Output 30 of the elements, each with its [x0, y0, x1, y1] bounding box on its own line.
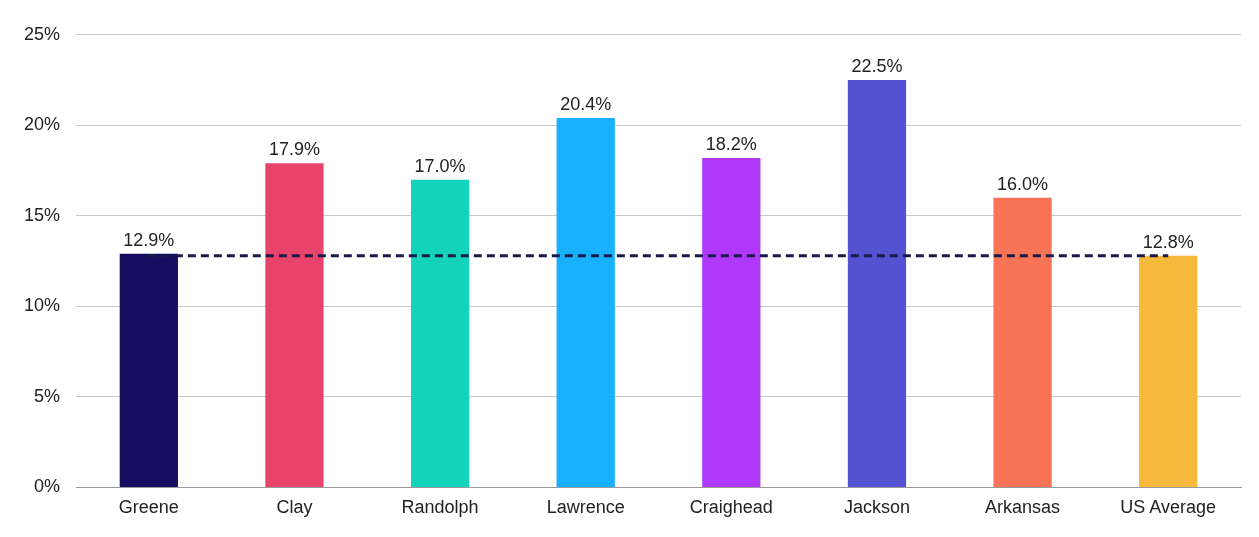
y-tick-label: 20%	[24, 114, 61, 135]
bar	[993, 197, 1052, 487]
y-tick-label: 5%	[34, 385, 61, 406]
bar	[410, 179, 470, 487]
x-tick-label: Arkansas	[985, 497, 1061, 518]
bar	[702, 157, 761, 487]
x-tick-label: Jackson	[843, 497, 910, 518]
x-tick-label: Clay	[276, 497, 313, 518]
bar	[847, 80, 907, 487]
bar	[556, 118, 615, 487]
x-tick-label: Randolph	[401, 497, 479, 518]
x-tick-label: Craighead	[689, 497, 773, 518]
data-label: 12.9%	[123, 229, 175, 250]
x-tick-label: Greene	[118, 497, 179, 518]
y-tick-label: 15%	[24, 204, 61, 225]
data-label: 16.0%	[997, 173, 1049, 194]
data-label: 18.2%	[705, 133, 757, 154]
x-tick-label: Lawrence	[546, 497, 625, 518]
y-tick-label: 25%	[24, 23, 61, 44]
bar	[119, 253, 178, 487]
y-tick-label: 10%	[24, 295, 61, 316]
data-label: 17.9%	[268, 139, 320, 160]
bar	[1139, 255, 1198, 487]
bar	[265, 163, 324, 487]
data-label: 17.0%	[414, 155, 466, 176]
data-label: 12.8%	[1142, 231, 1194, 252]
y-tick-label: 0%	[34, 476, 61, 497]
data-label: 20.4%	[560, 94, 612, 115]
x-tick-label: US Average	[1120, 497, 1217, 518]
data-label: 22.5%	[851, 56, 903, 77]
